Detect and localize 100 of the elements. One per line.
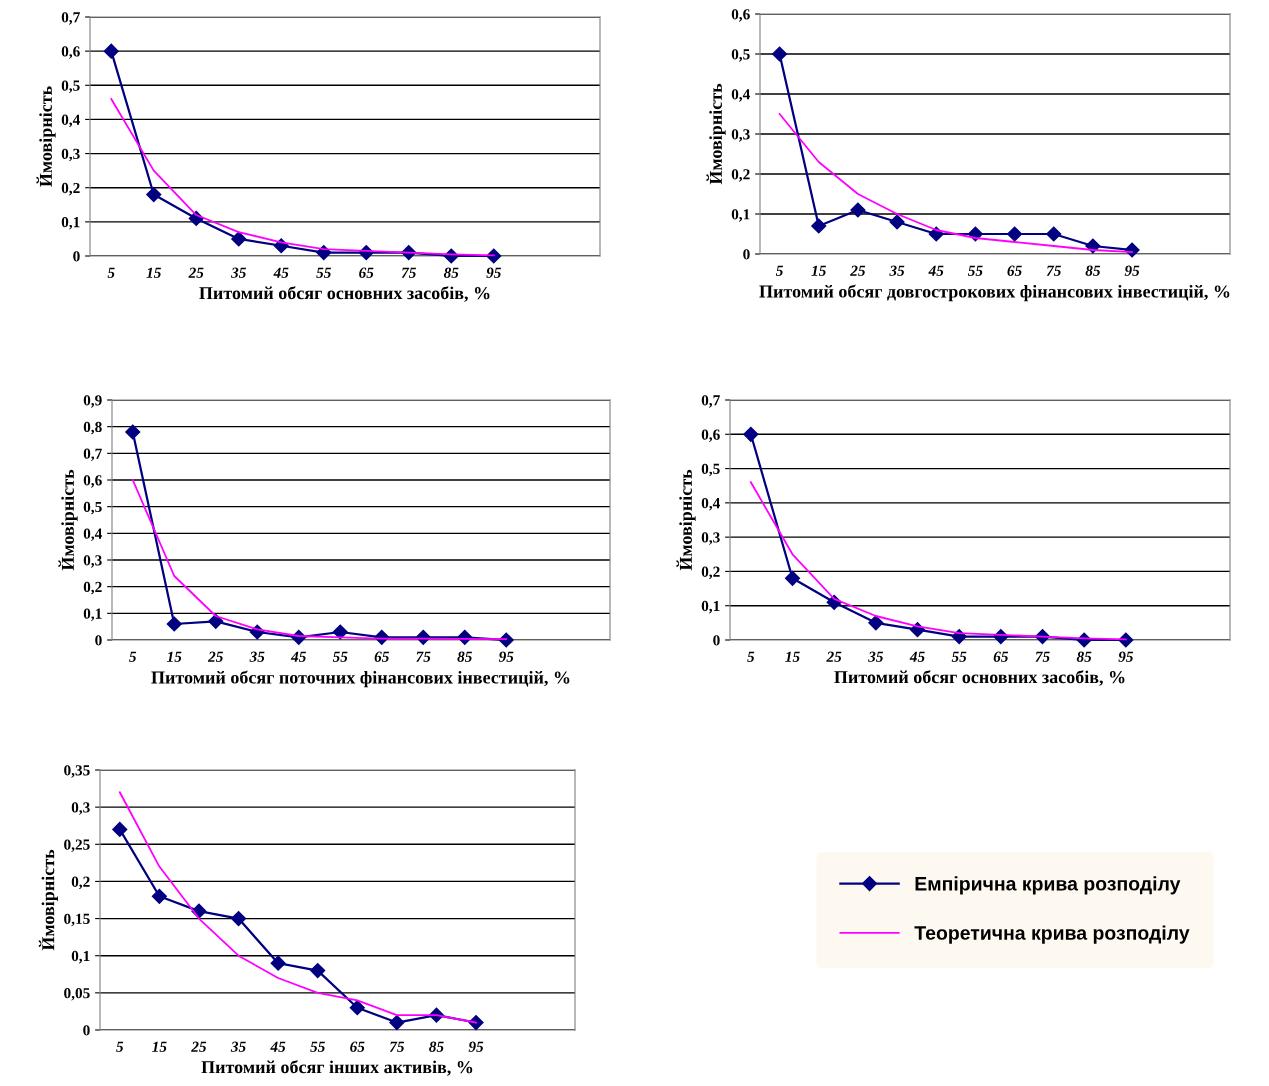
- point: [889, 214, 905, 230]
- y-tick-label: 0: [743, 249, 750, 260]
- y-tick-label: 0: [95, 635, 102, 646]
- x-tick-label: 55: [951, 651, 967, 662]
- x-axis-title: Питомий обсяг інших активів, %: [201, 1060, 473, 1076]
- x-tick-label: 85: [457, 651, 472, 662]
- x-tick-label: 5: [107, 267, 115, 278]
- y-tick-label: 0: [83, 1025, 90, 1036]
- x-tick-label: 25: [207, 651, 223, 662]
- y-tick-label: 0,2: [731, 169, 750, 182]
- legend-label: Теоретична крива розподілу: [914, 925, 1190, 944]
- x-tick-label: 95: [468, 1041, 484, 1052]
- y-tick-label: 0,3: [83, 555, 102, 568]
- y-tick-label: 0,8: [83, 421, 102, 435]
- x-tick-label: 45: [273, 267, 289, 278]
- y-tick-label: 0,6: [701, 429, 720, 442]
- y-tick-label: 0,2: [83, 581, 102, 595]
- y-axis-title: Ймовірність: [58, 469, 78, 571]
- x-tick-label: 15: [785, 651, 800, 662]
- x-tick-label: 65: [1007, 265, 1022, 276]
- x-tick-label: 65: [359, 267, 374, 278]
- point: [850, 202, 866, 218]
- point: [743, 426, 759, 442]
- y-tick-label: 0,3: [71, 802, 90, 815]
- point: [231, 231, 247, 247]
- x-tick-label: 25: [826, 651, 842, 662]
- y-tick-label: 0,5: [701, 463, 720, 477]
- point: [166, 616, 182, 632]
- point: [112, 821, 128, 837]
- point: [103, 43, 119, 59]
- x-tick-label: 15: [166, 651, 182, 662]
- x-tick-label: 45: [290, 651, 306, 662]
- point: [349, 1000, 365, 1016]
- x-tick-label: 85: [1085, 265, 1101, 276]
- y-tick-label: 0: [713, 635, 720, 646]
- x-tick-label: 85: [429, 1041, 444, 1052]
- x-tick-label: 95: [486, 267, 501, 278]
- y-tick-label: 0,6: [731, 9, 750, 22]
- x-tick-label: 25: [191, 1041, 207, 1052]
- x-tick-label: 95: [1124, 265, 1140, 276]
- y-tick-label: 0,25: [64, 839, 90, 852]
- y-tick-label: 0,4: [701, 498, 720, 511]
- legend-label: Емпірична крива розподілу: [915, 876, 1181, 895]
- y-tick-label: 0: [73, 251, 80, 262]
- x-tick-label: 75: [389, 1041, 405, 1052]
- x-tick-label: 55: [332, 651, 348, 662]
- y-tick-label: 0,6: [61, 46, 80, 59]
- y-tick-label: 0,7: [83, 448, 102, 461]
- point: [125, 424, 141, 440]
- y-tick-label: 0,9: [83, 395, 102, 408]
- y-tick-label: 0,7: [701, 395, 720, 408]
- x-tick-label: 15: [146, 267, 161, 278]
- y-tick-label: 0,3: [61, 148, 80, 162]
- x-tick-label: 85: [1076, 651, 1092, 662]
- x-tick-label: 35: [889, 265, 905, 276]
- x-tick-label: 65: [374, 651, 389, 662]
- x-tick-label: 75: [416, 651, 431, 662]
- y-tick-label: 0,3: [731, 129, 750, 142]
- point: [146, 186, 162, 203]
- x-tick-label: 35: [230, 1041, 246, 1052]
- y-tick-label: 0,5: [83, 501, 102, 515]
- point: [151, 888, 167, 904]
- y-tick-label: 0,6: [83, 475, 102, 488]
- x-tick-label: 65: [993, 651, 1009, 662]
- x-tick-label: 5: [775, 265, 784, 276]
- y-tick-label: 0,4: [83, 528, 102, 541]
- x-tick-label: 95: [1118, 651, 1134, 662]
- x-tick-label: 15: [811, 265, 826, 276]
- point: [332, 624, 348, 640]
- x-tick-label: 35: [230, 267, 246, 278]
- x-tick-label: 65: [350, 1041, 365, 1052]
- x-tick-label: 45: [270, 1041, 286, 1052]
- x-tick-label: 75: [401, 267, 416, 278]
- x-tick-label: 75: [1046, 265, 1061, 276]
- y-tick-label: 0,1: [83, 608, 102, 621]
- x-tick-label: 55: [316, 267, 331, 278]
- x-axis-title: Питомий обсяг основних засобів, %: [199, 286, 490, 302]
- point: [310, 963, 326, 979]
- x-tick-label: 5: [747, 651, 755, 662]
- x-tick-label: 5: [116, 1041, 124, 1052]
- y-tick-label: 0,1: [701, 600, 720, 614]
- point: [1007, 226, 1023, 242]
- x-tick-label: 15: [152, 1041, 167, 1052]
- y-tick-label: 0,4: [61, 114, 80, 128]
- x-tick-label: 55: [967, 265, 983, 276]
- x-tick-label: 35: [868, 651, 884, 662]
- point: [270, 955, 286, 971]
- point: [230, 911, 247, 927]
- x-axis-title: Питомий обсяг поточних фінансових інвестицій, %: [151, 670, 570, 688]
- x-tick-label: 55: [310, 1041, 325, 1052]
- point: [784, 570, 801, 586]
- y-axis-title: Ймовірність: [676, 469, 696, 571]
- x-axis-title: Питомий обсяг основних засобів, %: [834, 670, 1125, 686]
- x-tick-label: 35: [249, 651, 265, 662]
- point: [772, 46, 788, 62]
- x-tick-label: 75: [1035, 651, 1050, 662]
- y-tick-label: 0,05: [64, 988, 90, 1001]
- x-tick-label: 25: [850, 265, 866, 276]
- x-tick-label: 45: [909, 651, 925, 662]
- point: [1046, 226, 1062, 242]
